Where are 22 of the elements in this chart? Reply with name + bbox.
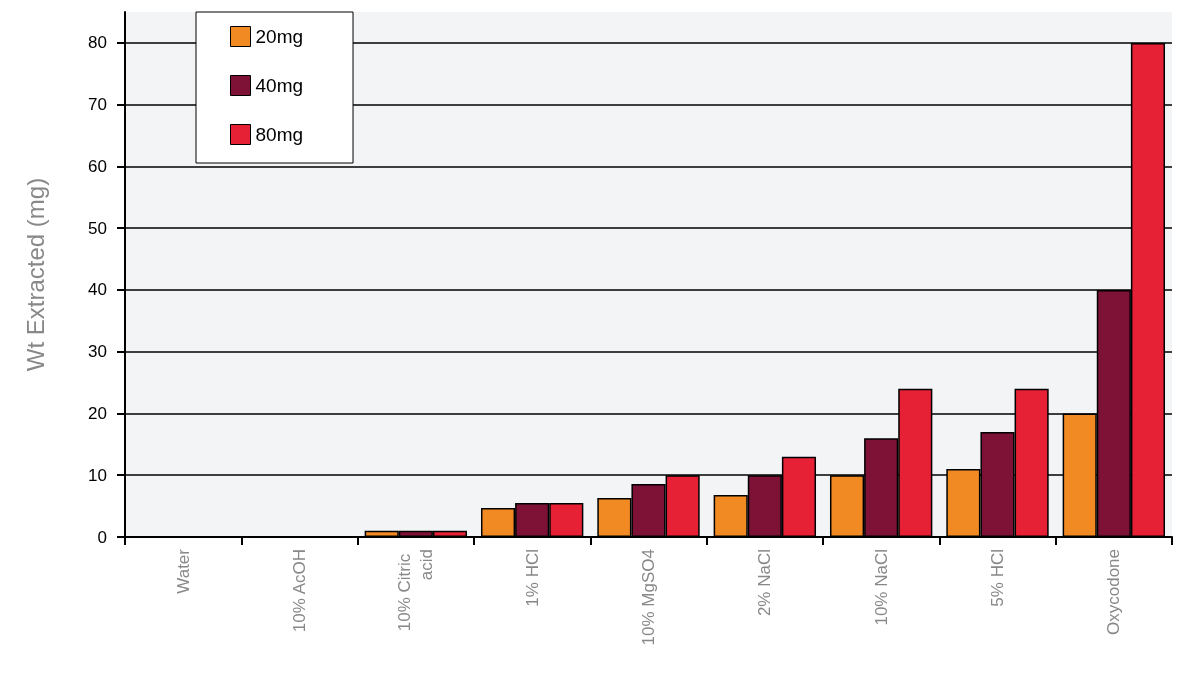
y-tick-label: 0 [97,527,107,547]
x-tick-label: 5% HCl [988,549,1007,607]
x-tick-label: Water [173,548,193,594]
x-tick-label: 1% HCl [522,549,542,607]
x-tick-label: Oxycodone [1104,549,1124,635]
x-tick-label: 2% NaCl [755,549,775,617]
y-tick-label: 10 [88,465,107,485]
x-tick-label: 10% NaCl [871,549,891,626]
y-tick-label: 50 [88,218,107,238]
legend-label: 20mg [255,26,304,47]
legend-label: 40mg [255,75,304,96]
x-tick-label: 10% Citric acid [395,549,437,632]
y-tick-label: 20 [88,403,107,423]
y-tick-label: 40 [88,280,107,300]
y-tick-label: 60 [88,156,107,176]
x-tick-label: 10% AcOH [290,549,309,633]
y-tick-label: 30 [88,342,107,362]
y-tick-label: 70 [88,95,107,115]
legend-label: 80mg [255,124,304,145]
x-tick-label: 10% MgSO4 [639,549,658,646]
y-tick-label: 80 [88,33,107,53]
y-axis-title: Wt Extracted (mg) [21,177,49,372]
